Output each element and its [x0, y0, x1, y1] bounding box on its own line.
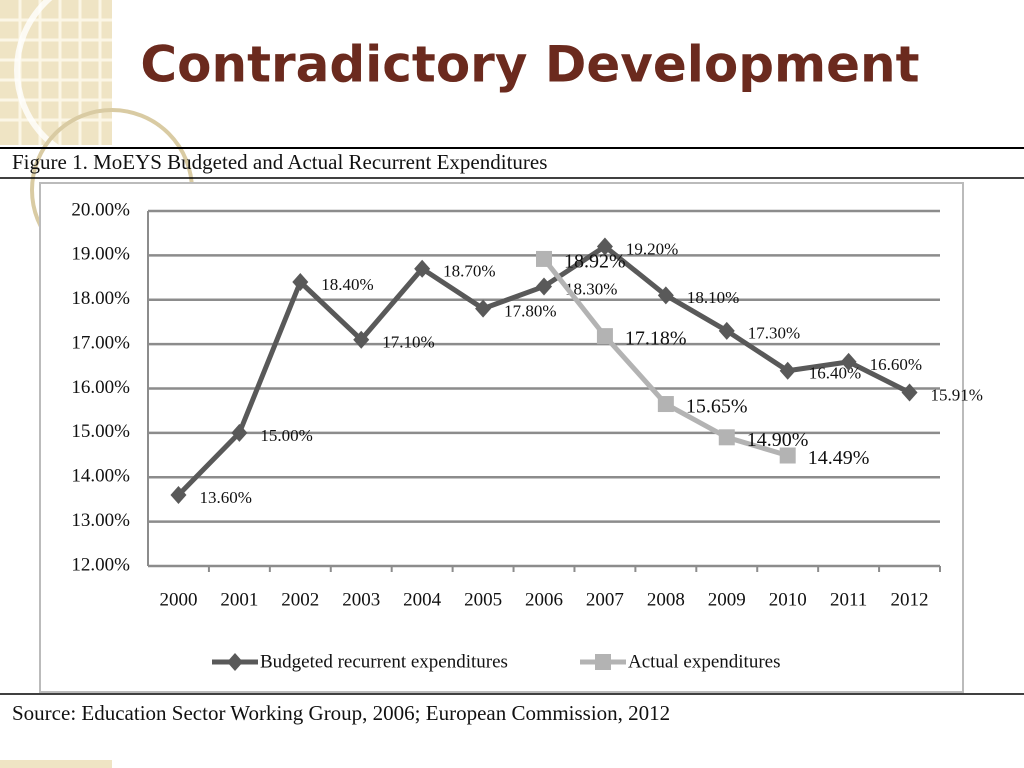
legend-label: Budgeted recurrent expenditures [260, 651, 508, 672]
legend-marker [595, 654, 611, 670]
y-tick-label: 19.00% [71, 244, 130, 265]
data-point [475, 299, 492, 318]
y-tick-label: 15.00% [71, 421, 130, 442]
x-tick-label: 2011 [830, 589, 867, 610]
x-tick-label: 2008 [647, 589, 685, 610]
decoration [0, 0, 210, 768]
source-note: Source: Education Sector Working Group, … [12, 701, 670, 725]
data-point [292, 273, 309, 291]
y-tick-label: 12.00% [71, 554, 130, 575]
data-point [840, 352, 857, 371]
x-tick-label: 2001 [220, 589, 258, 610]
data-label: 17.10% [382, 333, 434, 352]
data-point [779, 361, 796, 380]
data-label: 17.18% [625, 328, 687, 350]
y-tick-label: 16.00% [71, 377, 130, 398]
x-tick-label: 2009 [708, 589, 746, 610]
data-point [536, 277, 552, 296]
y-tick-label: 18.00% [71, 288, 130, 309]
data-label: 18.92% [564, 251, 626, 273]
data-label: 15.00% [260, 426, 312, 445]
data-point [414, 259, 431, 278]
x-tick-label: 2012 [891, 589, 929, 610]
data-point [901, 383, 918, 402]
data-point [718, 429, 735, 446]
legend-marker [227, 653, 243, 671]
slide-title: Contradictory Development [140, 36, 919, 94]
data-point [657, 396, 674, 413]
y-tick-label: 20.00% [71, 199, 130, 220]
data-point [596, 328, 613, 345]
data-point [170, 486, 187, 504]
y-tick-label: 17.00% [71, 332, 130, 353]
data-label: 15.91% [931, 385, 983, 404]
data-label: 15.65% [686, 396, 748, 418]
data-point [718, 321, 735, 340]
data-point [657, 286, 674, 305]
data-point [779, 447, 796, 464]
x-tick-label: 2010 [769, 589, 807, 610]
x-tick-label: 2000 [159, 589, 197, 610]
data-point [536, 250, 552, 267]
y-tick-label: 13.00% [71, 510, 130, 531]
x-tick-label: 2003 [342, 589, 380, 610]
x-tick-label: 2004 [403, 589, 442, 610]
chart-title: Figure 1. MoEYS Budgeted and Actual Recu… [12, 150, 547, 174]
data-label: 14.49% [808, 447, 870, 469]
x-tick-label: 2007 [586, 589, 624, 610]
data-label: 17.30% [748, 324, 800, 343]
data-label: 13.60% [199, 488, 251, 507]
x-tick-label: 2002 [281, 589, 319, 610]
legend-label: Actual expenditures [628, 651, 780, 672]
chart-frame [39, 182, 964, 693]
data-point [231, 423, 248, 442]
data-label: 14.90% [747, 429, 809, 451]
data-label: 16.60% [870, 355, 922, 374]
data-point [353, 330, 370, 349]
y-tick-label: 14.00% [71, 466, 130, 487]
data-label: 18.70% [443, 262, 495, 281]
data-label: 19.20% [626, 239, 678, 258]
data-label: 18.30% [565, 279, 617, 298]
x-tick-label: 2005 [464, 589, 502, 610]
data-label: 17.80% [504, 302, 556, 321]
data-label: 16.40% [809, 364, 861, 383]
data-label: 18.10% [687, 288, 739, 307]
data-point [596, 237, 613, 256]
data-label: 18.40% [321, 275, 373, 294]
x-tick-label: 2006 [525, 589, 563, 610]
